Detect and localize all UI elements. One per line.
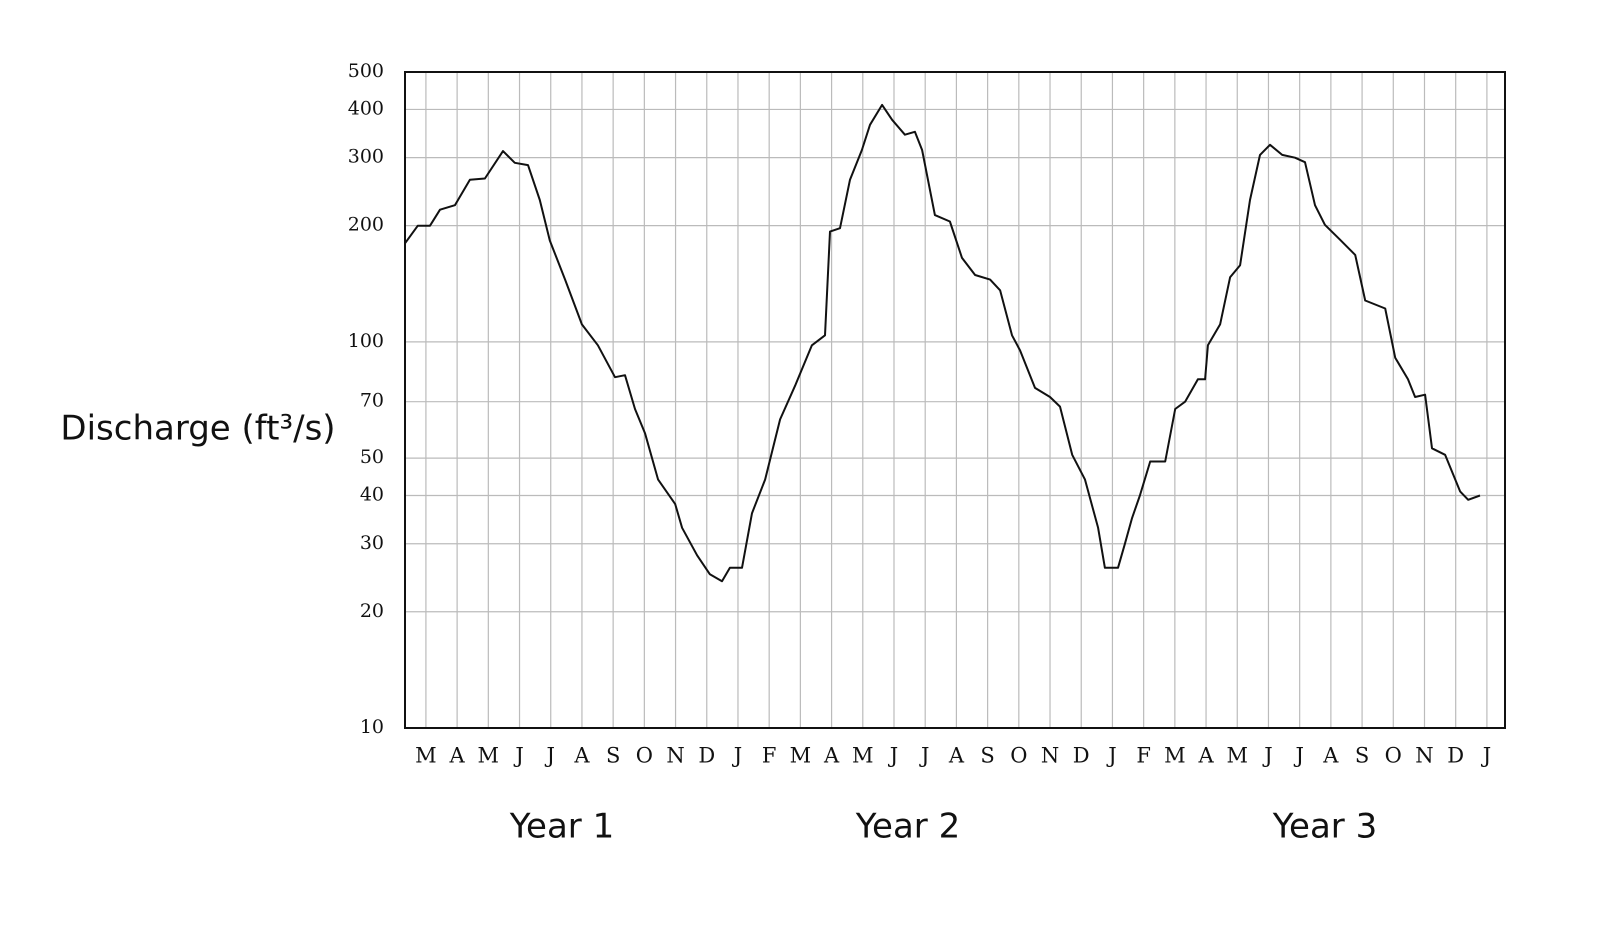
x-tick-label: A: [1322, 744, 1339, 768]
y-tick-label: 300: [348, 146, 384, 168]
y-tick-label: 40: [360, 484, 384, 506]
y-tick-label: 20: [360, 600, 384, 622]
x-tick-label: J: [732, 744, 742, 768]
x-tick-label: M: [852, 744, 874, 768]
x-tick-label: J: [513, 744, 523, 768]
x-tick-label: A: [573, 744, 590, 768]
x-tick-label: J: [919, 744, 929, 768]
x-tick-label: O: [1385, 744, 1402, 768]
year-label: Year 2: [855, 807, 960, 847]
x-tick-label: O: [636, 744, 653, 768]
year-label: Year 3: [1272, 807, 1377, 847]
x-tick-label: J: [1293, 744, 1303, 768]
x-tick-label: D: [698, 744, 715, 768]
y-tick-label: 50: [360, 446, 384, 468]
y-tick-label: 70: [360, 390, 384, 412]
year-label: Year 1: [509, 807, 614, 847]
x-tick-label: J: [545, 744, 555, 768]
x-tick-label: S: [1355, 744, 1369, 768]
x-tick-label: D: [1073, 744, 1090, 768]
x-tick-label: O: [1010, 744, 1027, 768]
y-tick-label: 200: [348, 214, 384, 236]
x-tick-label: M: [478, 744, 500, 768]
x-tick-label: N: [666, 744, 684, 768]
x-tick-label: N: [1041, 744, 1059, 768]
x-tick-label: S: [606, 744, 620, 768]
x-tick-label: J: [1481, 744, 1491, 768]
y-tick-label: 500: [348, 60, 384, 82]
x-tick-label: A: [948, 744, 965, 768]
x-tick-label: M: [790, 744, 812, 768]
x-tick-label: F: [762, 744, 777, 768]
y-tick-label: 30: [360, 532, 384, 554]
x-tick-label: A: [449, 744, 466, 768]
y-tick-label: 10: [360, 716, 384, 738]
x-tick-label: D: [1447, 744, 1464, 768]
x-tick-label: S: [980, 744, 994, 768]
x-tick-label: J: [888, 744, 898, 768]
discharge-line: [404, 103, 1481, 583]
x-tick-label: J: [1106, 744, 1116, 768]
x-tick-label: J: [1262, 744, 1272, 768]
x-tick-label: M: [1164, 744, 1186, 768]
x-tick-label: A: [823, 744, 840, 768]
x-tick-label: F: [1136, 744, 1151, 768]
x-tick-label: M: [1226, 744, 1248, 768]
x-tick-label: M: [415, 744, 437, 768]
plot-frame: [404, 71, 1506, 729]
y-axis-label: Discharge (ft³/s): [60, 409, 335, 449]
x-tick-label: A: [1197, 744, 1214, 768]
y-tick-label: 100: [348, 330, 384, 352]
y-tick-label: 400: [348, 97, 384, 119]
x-tick-label: N: [1415, 744, 1433, 768]
